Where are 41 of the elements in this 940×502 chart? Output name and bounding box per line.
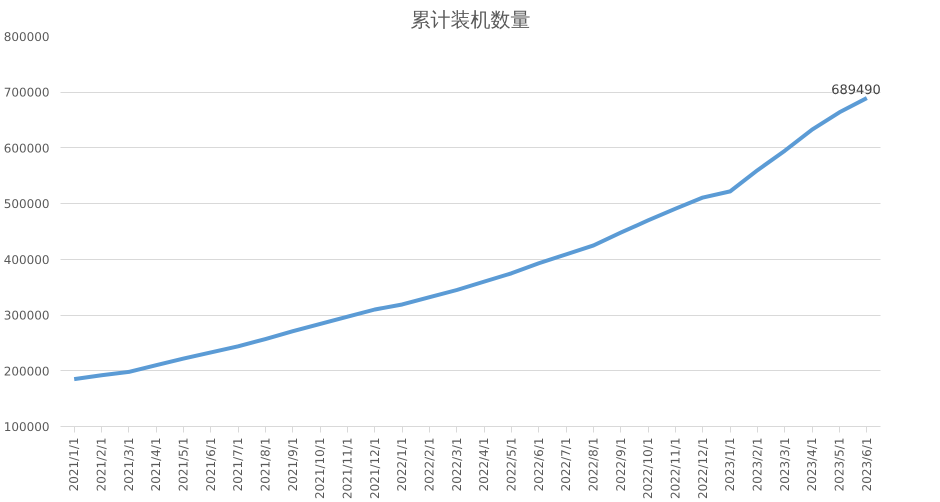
x-tick-label: 2021/9/1 xyxy=(286,437,300,492)
x-tick-label: 2023/1/1 xyxy=(723,437,738,492)
y-tick-label: 300000 xyxy=(4,308,50,323)
x-tick-label: 2022/6/1 xyxy=(532,437,546,492)
y-tick-label: 400000 xyxy=(4,252,50,267)
x-tick-label: 2021/8/1 xyxy=(258,437,272,492)
x-tick-label: 2023/3/1 xyxy=(778,437,792,492)
x-tick-label: 2021/4/1 xyxy=(149,437,164,492)
x-tick-label: 2021/10/1 xyxy=(313,438,328,500)
x-tick-label: 2022/10/1 xyxy=(641,438,656,500)
x-tick-label: 2022/4/1 xyxy=(477,437,492,492)
chart-title: 累计装机数量 xyxy=(410,8,530,32)
x-tick-label: 2022/7/1 xyxy=(559,437,574,492)
x-tick-label: 2022/5/1 xyxy=(504,437,518,492)
x-tick-label: 2021/6/1 xyxy=(204,437,218,492)
data-label: 689490 xyxy=(831,83,881,98)
x-tick-label: 2021/3/1 xyxy=(122,437,136,492)
y-tick-label: 600000 xyxy=(4,141,50,156)
x-tick-label: 2021/5/1 xyxy=(176,437,190,492)
x-tick-label: 2022/11/1 xyxy=(668,438,682,500)
x-tick-label: 2022/8/1 xyxy=(586,437,600,492)
x-tick-label: 2021/12/1 xyxy=(368,438,382,500)
x-tick-label: 2021/1/1 xyxy=(67,437,82,492)
x-tick-label: 2022/2/1 xyxy=(422,437,436,492)
x-tick-label: 2022/9/1 xyxy=(614,437,628,492)
x-tick-label: 2022/12/1 xyxy=(696,438,710,500)
x-tick-label: 2023/4/1 xyxy=(805,437,820,492)
x-tick-label: 2023/6/1 xyxy=(860,437,874,492)
line-series xyxy=(72,96,869,382)
y-tick-label: 500000 xyxy=(4,197,50,212)
x-tick-label: 2021/2/1 xyxy=(94,437,108,492)
y-tick-label: 100000 xyxy=(4,420,50,434)
x-tick-label: 2023/2/1 xyxy=(750,437,764,492)
x-tick-label: 2021/7/1 xyxy=(231,437,246,492)
x-tick-label: 2023/5/1 xyxy=(832,437,846,492)
x-tick-label: 2022/3/1 xyxy=(450,437,464,492)
x-tick-label: 2022/1/1 xyxy=(395,437,410,492)
y-tick-label: 800000 xyxy=(4,30,50,44)
y-tick-label: 700000 xyxy=(4,86,50,100)
x-tick-label: 2021/11/1 xyxy=(340,438,354,500)
y-tick-label: 200000 xyxy=(4,364,50,378)
